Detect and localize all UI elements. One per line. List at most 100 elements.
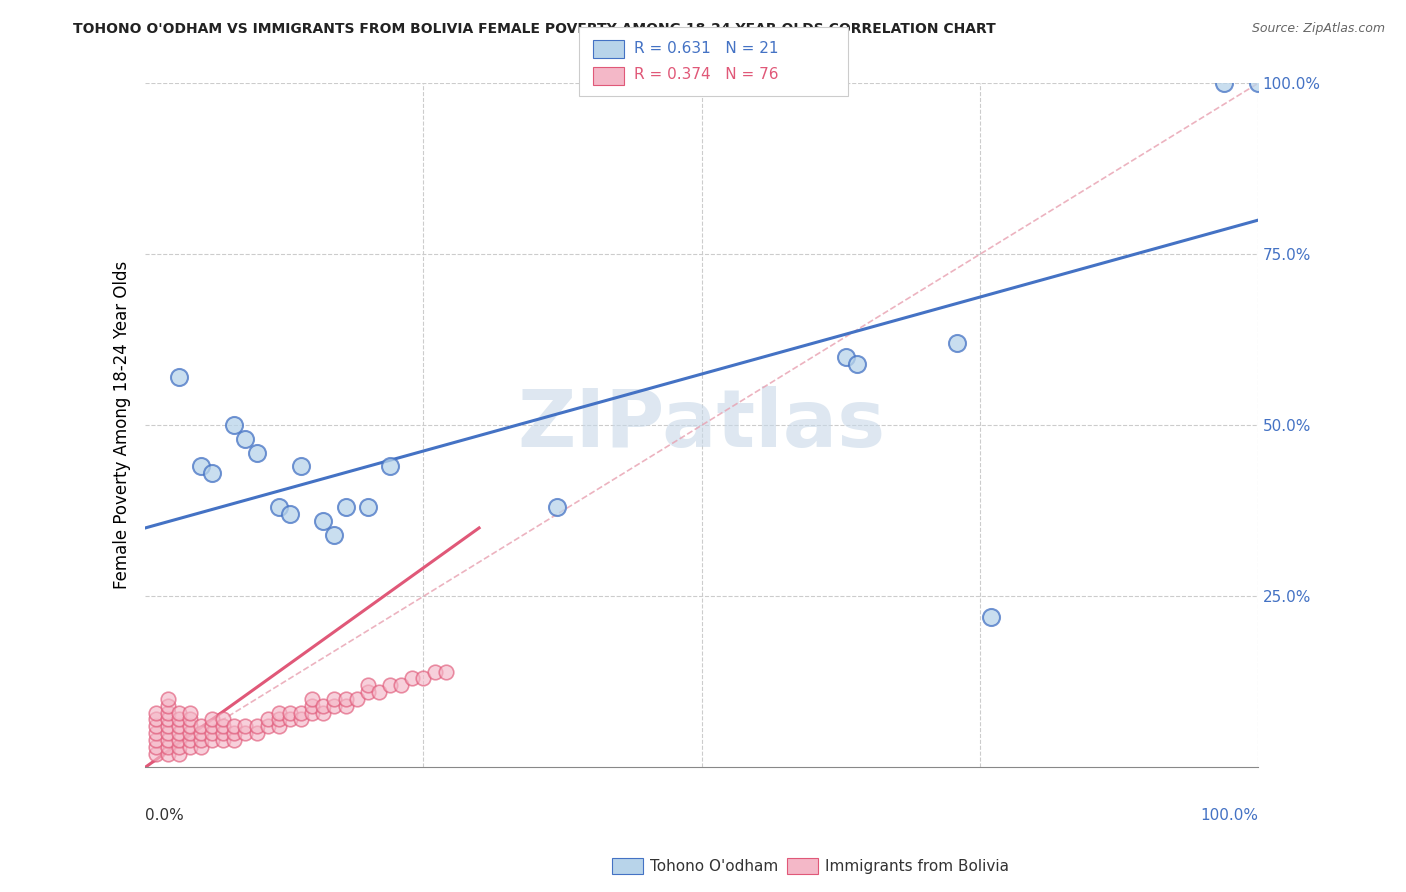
Point (235, 719, 257, 733)
Point (357, 500, 380, 515)
Point (156, 733, 179, 747)
Point (201, 713, 224, 727)
Point (179, 706, 201, 720)
Point (224, 733, 246, 747)
Point (179, 719, 201, 733)
Point (167, 726, 190, 740)
Point (156, 706, 179, 720)
Point (312, 706, 335, 720)
Point (145, 726, 167, 740)
Text: TOHONO O'ODHAM VS IMMIGRANTS FROM BOLIVIA FEMALE POVERTY AMONG 18-24 YEAR OLDS C: TOHONO O'ODHAM VS IMMIGRANTS FROM BOLIVI… (73, 22, 995, 37)
Point (235, 726, 257, 740)
Point (212, 733, 235, 747)
Point (167, 706, 190, 720)
Point (224, 726, 246, 740)
Point (190, 459, 212, 474)
Point (167, 370, 190, 384)
Point (190, 733, 212, 747)
Point (156, 692, 179, 706)
Point (278, 508, 301, 522)
Point (267, 713, 290, 727)
Point (368, 685, 391, 699)
Point (145, 719, 167, 733)
Point (323, 528, 346, 542)
Point (1247, 77, 1270, 91)
Point (156, 698, 179, 713)
Point (156, 713, 179, 727)
Point (167, 719, 190, 733)
Point (235, 432, 257, 446)
Point (323, 692, 346, 706)
Point (378, 678, 401, 692)
Point (179, 733, 201, 747)
Point (245, 726, 267, 740)
Point (256, 713, 278, 727)
Point (156, 726, 179, 740)
Point (1213, 77, 1236, 91)
Point (156, 747, 179, 761)
Point (278, 706, 301, 720)
Point (323, 698, 346, 713)
Point (835, 350, 858, 364)
Point (256, 719, 278, 733)
Point (267, 500, 290, 515)
Text: Source: ZipAtlas.com: Source: ZipAtlas.com (1251, 22, 1385, 36)
Point (212, 713, 235, 727)
Point (546, 500, 568, 515)
Point (290, 713, 312, 727)
Point (167, 733, 190, 747)
Point (346, 692, 368, 706)
Point (357, 685, 380, 699)
Point (167, 713, 190, 727)
Point (167, 739, 190, 754)
Point (156, 739, 179, 754)
Point (201, 719, 224, 733)
Point (156, 719, 179, 733)
Point (179, 739, 201, 754)
Point (267, 706, 290, 720)
Point (212, 719, 235, 733)
Point (312, 698, 335, 713)
Point (145, 747, 167, 761)
Point (201, 726, 224, 740)
Point (167, 747, 190, 761)
Point (245, 446, 267, 460)
Point (378, 459, 401, 474)
Point (423, 665, 446, 679)
Point (434, 665, 457, 679)
Point (301, 706, 323, 720)
Point (401, 672, 423, 686)
Point (179, 713, 201, 727)
Point (190, 726, 212, 740)
Point (335, 698, 357, 713)
Point (245, 719, 267, 733)
Point (946, 336, 969, 351)
Point (224, 418, 246, 433)
Text: ZIPatlas: ZIPatlas (517, 386, 886, 465)
Point (290, 706, 312, 720)
Text: 100.0%: 100.0% (1199, 808, 1258, 823)
Point (335, 692, 357, 706)
Point (312, 514, 335, 528)
Point (145, 739, 167, 754)
Point (212, 726, 235, 740)
Text: R = 0.631   N = 21: R = 0.631 N = 21 (634, 41, 779, 55)
Point (179, 726, 201, 740)
Point (290, 459, 312, 474)
Point (846, 357, 869, 371)
Point (412, 672, 434, 686)
Point (301, 698, 323, 713)
Point (190, 719, 212, 733)
Point (301, 692, 323, 706)
Point (145, 733, 167, 747)
Point (980, 610, 1002, 624)
Point (201, 733, 224, 747)
Text: R = 0.374   N = 76: R = 0.374 N = 76 (634, 68, 779, 82)
Point (145, 713, 167, 727)
Point (201, 467, 224, 481)
Text: Tohono O'odham: Tohono O'odham (650, 859, 778, 873)
Text: Immigrants from Bolivia: Immigrants from Bolivia (825, 859, 1010, 873)
Point (267, 719, 290, 733)
Point (335, 500, 357, 515)
Point (224, 719, 246, 733)
